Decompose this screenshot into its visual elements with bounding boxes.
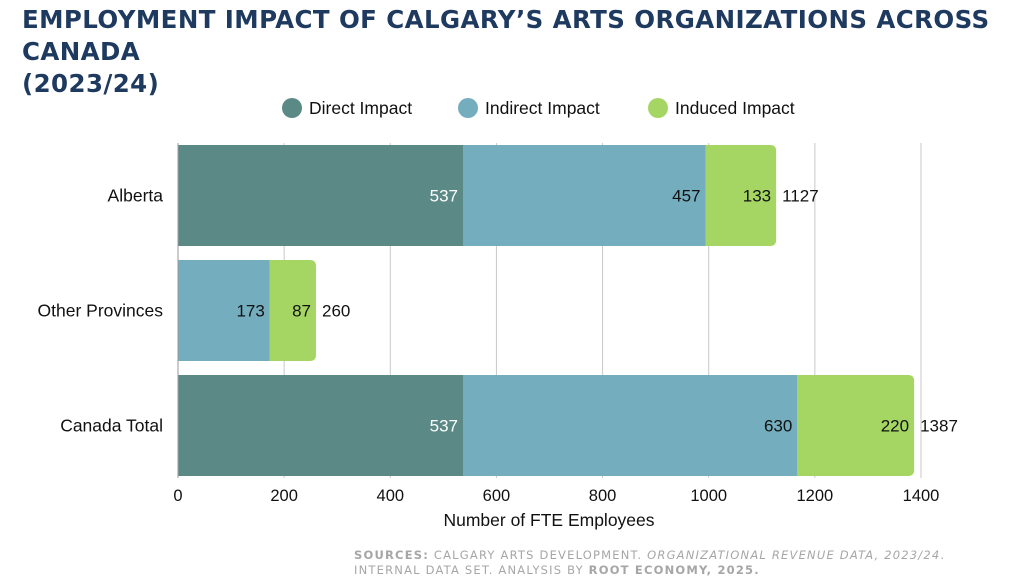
bar-segment bbox=[462, 375, 798, 476]
legend-marker bbox=[458, 98, 478, 118]
chart-title-line-2: (2023/24) bbox=[22, 69, 160, 98]
chart-title-line-1: EMPLOYMENT IMPACT OF CALGARY’S ARTS ORGA… bbox=[22, 5, 990, 66]
bar-segment bbox=[178, 145, 463, 246]
bar-segment bbox=[178, 375, 463, 476]
source-label: SOURCES: bbox=[354, 548, 430, 562]
x-tick-label: 800 bbox=[589, 487, 617, 505]
bar-segment bbox=[269, 260, 316, 361]
x-axis-title: Number of FTE Employees bbox=[443, 510, 654, 530]
bar-segment bbox=[462, 145, 706, 246]
bar-data-label: 457 bbox=[672, 187, 700, 206]
x-tick-label: 0 bbox=[173, 487, 182, 505]
source-text-2: . INTERNAL DATA SET. ANALYSIS BY bbox=[354, 548, 946, 577]
chart-title: EMPLOYMENT IMPACT OF CALGARY’S ARTS ORGA… bbox=[22, 4, 1012, 100]
y-category-label: Canada Total bbox=[60, 416, 163, 436]
source-dataset-title: ORGANIZATIONAL REVENUE DATA, 2023/24 bbox=[647, 548, 941, 562]
legend-label: Direct Impact bbox=[309, 98, 412, 118]
bar-data-label: 133 bbox=[743, 187, 771, 206]
legend-marker bbox=[282, 98, 302, 118]
bar-total-label: 1127 bbox=[782, 187, 819, 206]
source-note: SOURCES: CALGARY ARTS DEVELOPMENT. ORGAN… bbox=[354, 548, 1014, 578]
legend-label: Induced Impact bbox=[675, 98, 795, 118]
source-text-1: CALGARY ARTS DEVELOPMENT. bbox=[433, 548, 643, 562]
bar-data-label: 220 bbox=[881, 417, 909, 436]
bar-data-label: 87 bbox=[292, 302, 311, 321]
bar-segment bbox=[705, 145, 777, 246]
legend-marker bbox=[648, 98, 668, 118]
x-tick-label: 200 bbox=[270, 487, 298, 505]
bar-segment bbox=[178, 260, 270, 361]
source-analyst: ROOT ECONOMY, 2025. bbox=[588, 563, 760, 577]
x-tick-label: 400 bbox=[377, 487, 405, 505]
bar-data-label: 537 bbox=[430, 187, 458, 206]
bar-data-label: 173 bbox=[236, 302, 264, 321]
x-tick-label: 600 bbox=[483, 487, 511, 505]
y-category-label: Alberta bbox=[108, 186, 164, 206]
bar-segment bbox=[797, 375, 915, 476]
bar-data-label: 630 bbox=[764, 417, 792, 436]
bar-data-label: 537 bbox=[430, 417, 458, 436]
legend-label: Indirect Impact bbox=[485, 98, 600, 118]
x-tick-label: 1400 bbox=[903, 487, 940, 505]
x-tick-label: 1200 bbox=[796, 487, 833, 505]
y-category-label: Other Provinces bbox=[38, 301, 164, 321]
x-tick-label: 1000 bbox=[690, 487, 727, 505]
bar-total-label: 1387 bbox=[920, 417, 958, 436]
bar-total-label: 260 bbox=[322, 302, 350, 321]
